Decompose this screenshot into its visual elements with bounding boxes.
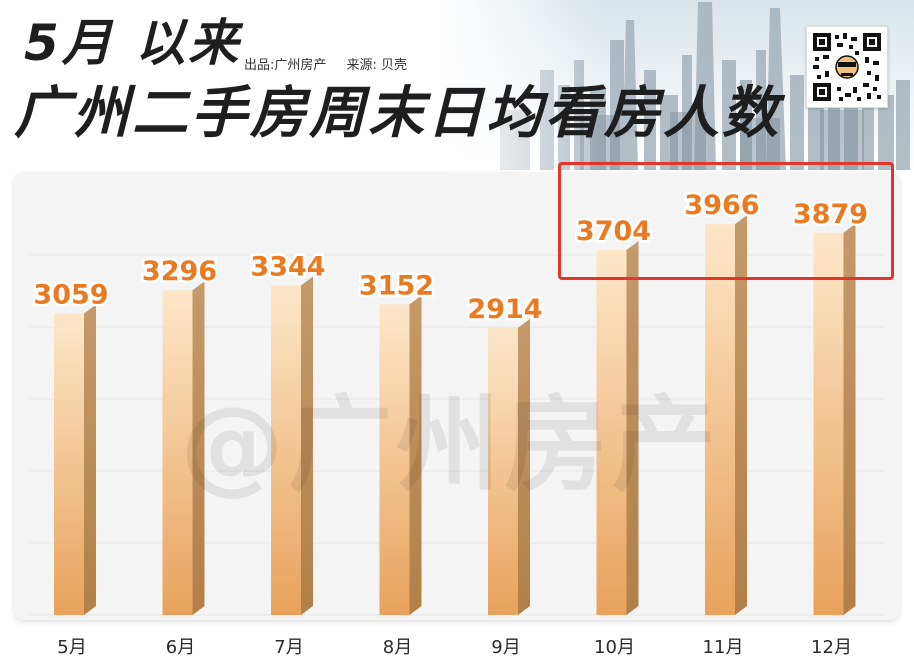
value-labels: 3059 3296 3344 3152 2914 3704 3966 3879 [31, 188, 871, 328]
bar [54, 304, 96, 615]
bar [813, 223, 856, 615]
bar-front [596, 250, 627, 615]
x-tick-label: 7月 [274, 637, 303, 658]
bar-side [735, 215, 747, 616]
bar [488, 318, 530, 615]
bar-side [192, 281, 205, 615]
bar-side [409, 295, 422, 615]
x-tick-label: 5月 [57, 637, 86, 658]
data-source-label: 来源: 贝壳 [346, 58, 408, 73]
bar [705, 215, 747, 616]
bar [271, 276, 313, 615]
bar-side [518, 318, 530, 615]
bar-front [488, 327, 518, 615]
x-axis-tick-labels: 5月 6月 7月 8月 9月 10月 11月 12月 [57, 637, 852, 658]
bar-value-label: 3059 [33, 280, 108, 311]
x-tick-label: 11月 [703, 637, 744, 658]
bar-value-label: 2914 [467, 294, 542, 325]
bar-front [813, 232, 844, 615]
bar-value-label: 3152 [359, 270, 434, 301]
highlight-box [558, 162, 894, 280]
bar-front [705, 224, 735, 616]
bar-value-label: 3879 [793, 199, 868, 230]
x-tick-label: 10月 [594, 637, 635, 658]
bar-side [843, 223, 856, 615]
qr-code[interactable] [806, 26, 888, 108]
x-tick-label: 12月 [811, 637, 852, 658]
bar-front [162, 290, 193, 615]
bar-value-label: 3966 [684, 190, 759, 221]
bar-side [84, 304, 96, 615]
x-tick-label: 8月 [383, 637, 412, 658]
bar-front [379, 304, 410, 615]
watermark-text: @广州房产 [180, 384, 721, 506]
x-tick-label: 9月 [491, 637, 520, 658]
publisher-label: 出品:广州房产 [244, 58, 327, 73]
bar [162, 281, 205, 615]
qr-code-icon [811, 31, 883, 103]
bar [379, 295, 422, 615]
x-tick-label: 6月 [166, 637, 195, 658]
bar-front [54, 313, 84, 615]
bar-side [626, 241, 639, 615]
bar-value-label: 3344 [250, 251, 325, 282]
bar-front [271, 285, 301, 615]
bar [596, 241, 639, 615]
bar-value-label: 3704 [576, 216, 651, 247]
bars [54, 215, 856, 616]
source-info: 出品:广州房产 来源: 贝壳 [244, 54, 423, 73]
bar-value-label: 3296 [142, 256, 217, 287]
page-title-line2: 广州二手房周末日均看房人数 [14, 81, 781, 146]
page-title-line1: 5月 以来 [24, 14, 242, 72]
bar-side [301, 276, 313, 615]
chart-panel [14, 172, 900, 620]
